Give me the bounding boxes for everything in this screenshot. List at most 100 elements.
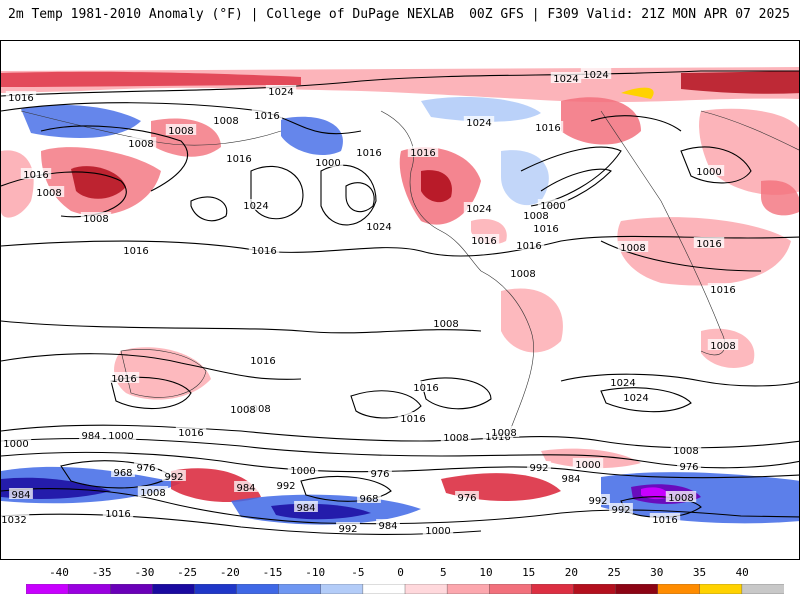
title-bar: 2m Temp 1981-2010 Anomaly (°F) | College…	[0, 0, 800, 32]
isobar-label: 1016	[400, 414, 425, 425]
colorbar-swatch	[110, 584, 154, 594]
isobar-label-bg	[507, 267, 539, 278]
isobar-label-bg	[488, 426, 520, 437]
isobar-label: 1016	[516, 241, 541, 252]
isobar-label: 984	[81, 431, 100, 442]
isobar-label-bg	[455, 491, 479, 502]
model-run-info: 00Z GFS | F309 Valid: 21Z MON APR 07 202…	[469, 7, 790, 22]
colorbar-tick-label: 30	[650, 566, 664, 579]
isobar-label-bg	[693, 165, 725, 176]
isobar-label: 1024	[366, 222, 391, 233]
isobar-label: 1016	[535, 123, 560, 134]
isobar-label: 1008	[83, 214, 108, 225]
isobar-label: 992	[611, 505, 630, 516]
colorbar-tick-label: 20	[564, 566, 579, 579]
colorbar-swatch	[489, 584, 533, 594]
isobar-label: 984	[561, 474, 580, 485]
colorbar-swatch	[615, 584, 659, 594]
isobar-label-bg	[649, 513, 681, 524]
isobar-label-bg	[410, 381, 442, 392]
isobar-label-bg	[120, 244, 152, 255]
isobar-label-bg	[20, 168, 52, 179]
isobar-label-bg	[102, 507, 134, 518]
isobar-label-bg	[336, 522, 360, 533]
isobar-label-bg	[357, 492, 381, 503]
isobar-label: 1016	[111, 374, 136, 385]
isobar-label-bg	[407, 146, 439, 157]
isobar-label: 976	[679, 462, 698, 473]
isobar-label: 1008	[433, 319, 458, 330]
isobar-label: 1016	[413, 383, 438, 394]
isobar-label-bg	[162, 470, 186, 481]
isobar-label: 1008	[36, 188, 61, 199]
isobar-label-bg	[397, 412, 429, 423]
isobar-label: 1024	[466, 204, 491, 215]
isobar-label: 1000	[425, 526, 450, 537]
isobar-label-bg	[251, 109, 283, 120]
isobar-label: 1016	[710, 285, 735, 296]
colorbar-swatch	[26, 584, 69, 594]
map-panel[interactable]: 1024 1024 1024 1016 1008 1008 1016 1016 1000 1016…	[0, 40, 800, 560]
isobar-label-bg	[353, 146, 385, 157]
isobar-label: 984	[11, 490, 30, 501]
isobar-label-bg	[463, 116, 495, 127]
isobar-label-bg	[586, 494, 610, 505]
colorbar-legend: -40 -35 -30 -25 -20 -15 -10 -5 0 5 10 15 20 25 30 35 40	[0, 566, 800, 600]
isobar-label-bg	[111, 466, 135, 477]
colorbar-swatch	[699, 584, 743, 594]
isobar-label-bg	[1, 513, 30, 524]
isobar-label-bg	[520, 209, 552, 220]
isobar-label-bg	[620, 391, 652, 402]
isobar-label-bg	[137, 486, 169, 497]
isobar-label: 1016	[123, 246, 148, 257]
isobar-label-bg	[677, 460, 701, 471]
isobar-label: 1016	[23, 170, 48, 181]
isobar-label-bg	[1, 437, 32, 448]
isobar-label: 1008	[620, 243, 645, 254]
colorbar-tick-label: 10	[479, 566, 493, 579]
isobar-label: 1008	[491, 428, 516, 439]
isobar-label-bg	[532, 121, 564, 132]
isobar-label: 1016	[356, 148, 381, 159]
isobar-label-bg	[468, 234, 500, 245]
isobar-label-bg	[430, 317, 462, 328]
isobar-label: 1016	[410, 148, 435, 159]
colorbar-swatch	[236, 584, 280, 594]
isobar-label: 992	[529, 463, 548, 474]
colorbar-swatch	[278, 584, 322, 594]
isobar-label-bg	[463, 202, 495, 213]
colorbar-tick-label: -10	[305, 566, 326, 579]
isobar-label: 1032	[1, 515, 26, 526]
isobar-label-bg	[287, 464, 319, 475]
isobar-label-bg	[265, 85, 297, 96]
isobar-label: 1024	[466, 118, 491, 129]
isobar-labels: 1024 1024 1024 1016 1008 1008 1016 1016 1000 1016…	[1, 68, 739, 537]
isobar-label-bg	[363, 220, 395, 231]
isobar-label: 1016	[254, 111, 279, 122]
isobar-label-bg	[530, 222, 562, 233]
isobar-label-bg	[223, 152, 255, 163]
colorbar-swatch	[320, 584, 364, 594]
colorbar-tick-label: -15	[262, 566, 283, 579]
isobar-label-bg	[105, 429, 137, 440]
isobar-label-bg	[125, 137, 157, 148]
isobar-label: 1008	[510, 269, 535, 280]
colorbar-swatch	[404, 584, 448, 594]
isobar-label: 1024	[243, 201, 268, 212]
isobar-label: 1000	[3, 439, 28, 450]
isobar-label-bg	[550, 72, 582, 83]
colorbar-tick-label: 0	[397, 566, 404, 579]
isobar-label: 968	[359, 494, 378, 505]
isobar-label: 1000	[575, 460, 600, 471]
isobar-label-bg	[537, 199, 569, 210]
isobar-label: 1008	[168, 126, 193, 137]
isobar-label: 1016	[696, 239, 721, 250]
isobar-label: 1024	[610, 378, 635, 389]
colorbar-tick-label: -25	[177, 566, 198, 579]
isobar-label-bg	[693, 237, 725, 248]
isobar-label: 1016	[471, 236, 496, 247]
isobar-label: 1016	[8, 93, 33, 104]
isobar-label: 992	[338, 524, 357, 535]
colorbar-swatch	[573, 584, 617, 594]
isobar-label: 976	[370, 469, 389, 480]
